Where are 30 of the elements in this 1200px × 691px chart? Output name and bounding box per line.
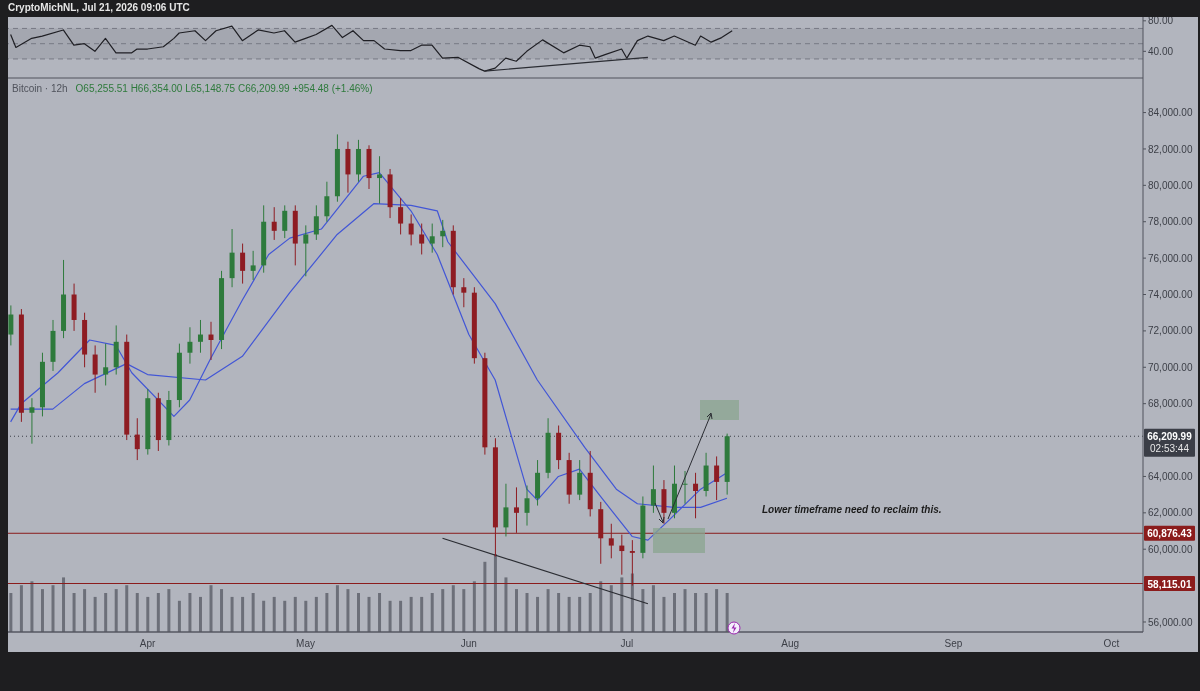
ref-line-label: 58,115.01 bbox=[1147, 578, 1192, 590]
x-tick-label: Sep bbox=[944, 638, 963, 650]
y-tick-label: 76,000.00 bbox=[1148, 252, 1193, 264]
x-tick-label: Oct bbox=[1103, 638, 1120, 650]
x-tick-label: May bbox=[296, 638, 316, 650]
text: 02:53:44 bbox=[1150, 443, 1190, 455]
y-tick-label: 64,000.00 bbox=[1148, 470, 1193, 482]
y-tick-label: 72,000.00 bbox=[1148, 325, 1193, 337]
y-tick-label: 82,000.00 bbox=[1148, 143, 1193, 155]
x-tick-label: Jul bbox=[620, 638, 634, 650]
y-tick-label: 70,000.00 bbox=[1148, 361, 1193, 373]
ref-line-label: 66,209.99 bbox=[1147, 431, 1193, 443]
y-tick-label: 80.00 bbox=[1148, 15, 1174, 27]
ref-line-label: 60,876.43 bbox=[1147, 528, 1193, 540]
text: CryptoMichNL, Jul 21, 2026 09:06 UTC bbox=[8, 2, 190, 13]
annotation: Lower timeframe need to reclaim this. bbox=[762, 504, 942, 515]
y-tick-label: 56,000.00 bbox=[1148, 616, 1193, 628]
x-tick-label: Aug bbox=[781, 638, 800, 650]
text: O65,255.51 H66,354.00 L65,148.75 C66,209.99 +954.48 (+1.46%) bbox=[75, 83, 373, 94]
y-tick-label: 78,000.00 bbox=[1148, 216, 1193, 228]
x-tick-label: Jun bbox=[460, 638, 477, 650]
x-tick-label: Apr bbox=[139, 638, 157, 650]
y-tick-label: 60,000.00 bbox=[1148, 543, 1193, 555]
y-tick-label: 74,000.00 bbox=[1148, 289, 1193, 301]
y-tick-label: 80,000.00 bbox=[1148, 179, 1193, 191]
y-tick-label: 68,000.00 bbox=[1148, 398, 1193, 410]
y-tick-label: 62,000.00 bbox=[1148, 507, 1193, 519]
y-tick-label: 40.00 bbox=[1148, 45, 1174, 57]
y-tick-label: 84,000.00 bbox=[1148, 107, 1193, 119]
text: Bitcoin · 12h bbox=[12, 83, 68, 94]
